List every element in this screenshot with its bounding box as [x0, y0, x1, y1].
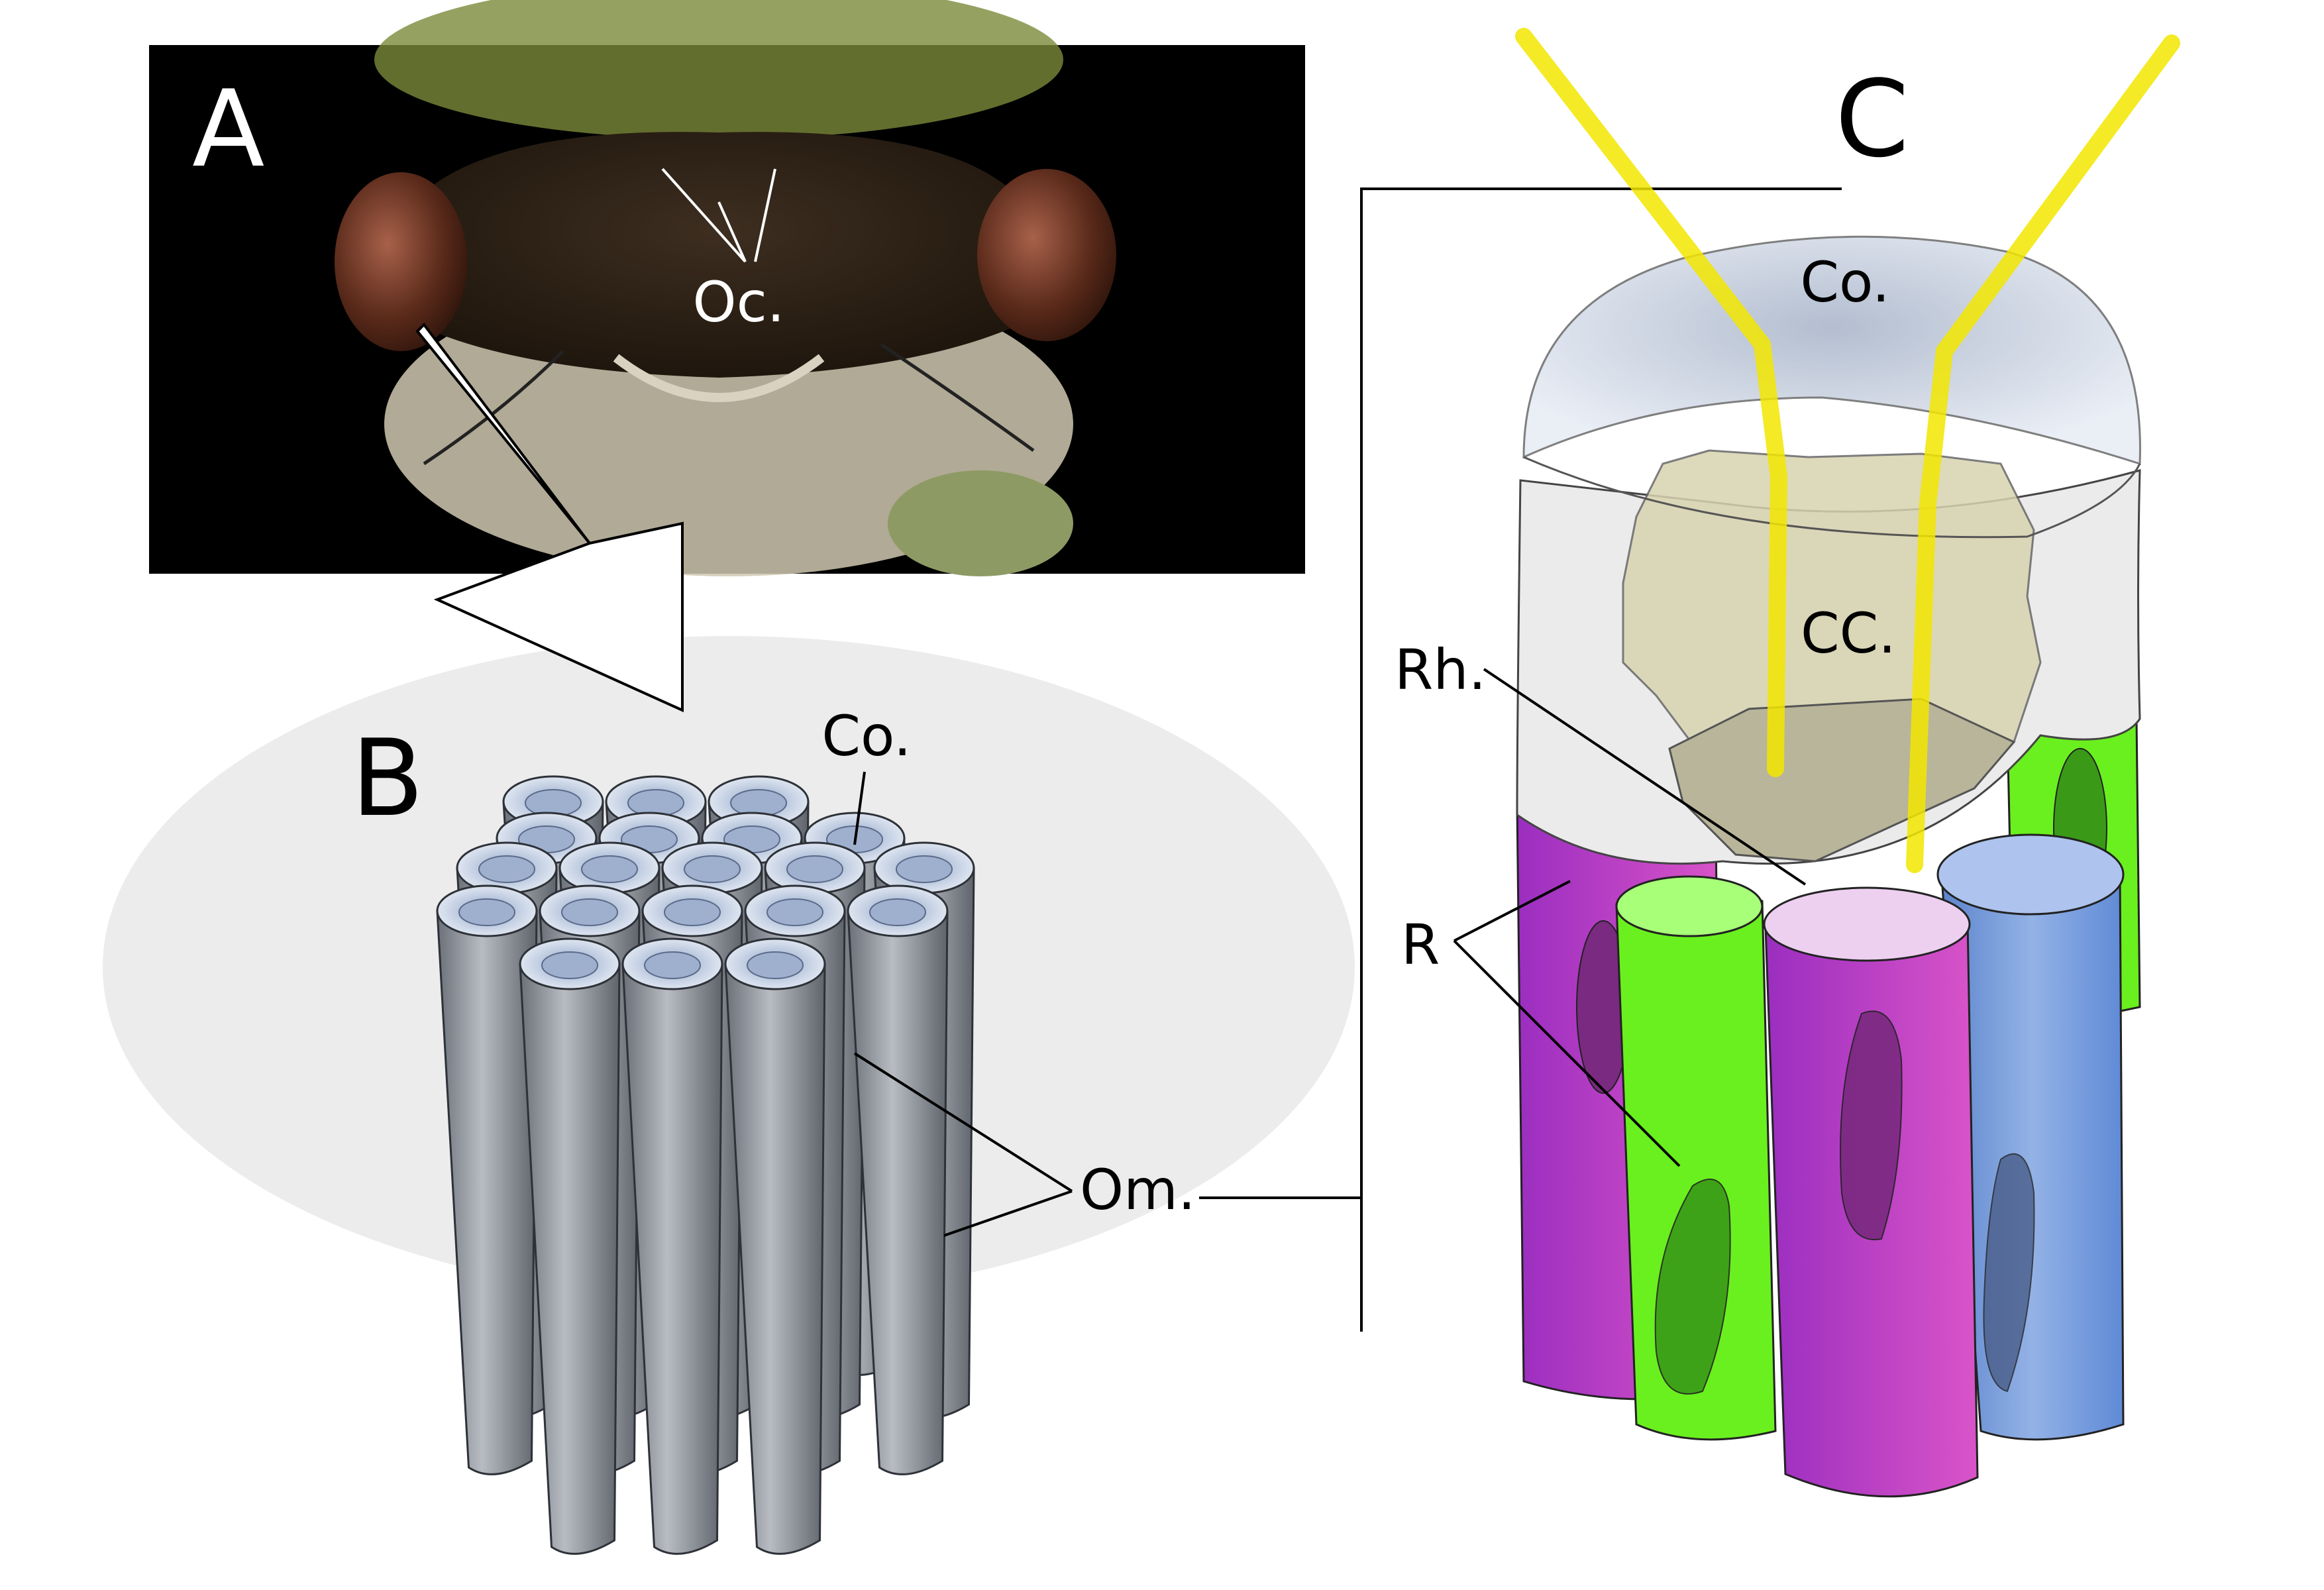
ommatidium-lens-center — [747, 951, 804, 979]
ommatidium-lens-center — [869, 898, 926, 926]
ocelli-line-3 — [754, 168, 776, 262]
ommatidium-tube — [436, 910, 538, 1475]
antenna-left — [423, 350, 564, 466]
ommatidia-label: Om. — [1080, 1157, 1196, 1222]
zoom-arrow-icon — [415, 322, 684, 713]
ommatidium-lens-center — [644, 951, 701, 979]
ommatidium-lens-center — [458, 898, 515, 926]
ommatidium-lens-center — [478, 855, 535, 883]
head-capsule — [404, 132, 1033, 378]
ommatidium-lens-center — [581, 855, 638, 883]
right-compound-eye — [977, 169, 1116, 341]
head-ridges — [613, 354, 825, 402]
ocelli-line-1 — [661, 168, 747, 263]
thorax-green — [374, 0, 1063, 139]
leg-green — [888, 470, 1073, 576]
left-compound-eye — [335, 172, 467, 351]
axon-left — [1515, 28, 1787, 777]
axon-right — [1906, 34, 2180, 873]
retinula-front-magenta-top — [1763, 886, 1971, 962]
ommatidium-tube — [621, 963, 723, 1555]
ommatidium-lens-center — [766, 898, 823, 926]
ommatidium-tube — [724, 963, 826, 1555]
panel-c-bracket — [1360, 187, 1842, 1332]
retinula-label: R — [1401, 912, 1440, 977]
ommatidium-lens-center — [786, 855, 843, 883]
nucleus-front-magenta — [1840, 1010, 1903, 1241]
ommatidium-detail — [1515, 28, 2180, 1498]
retinula-leader-2 — [1453, 939, 1681, 1167]
retinula-front-blue-top — [1936, 833, 2125, 916]
rhabdom-label: Rh. — [1395, 637, 1486, 702]
panel-b-letter: B — [351, 716, 424, 840]
retinula-leader-1 — [1453, 880, 1571, 942]
cornea-leader-b — [853, 771, 866, 845]
ommatidia-bundle — [436, 775, 975, 1555]
nucleus-front-green — [1654, 1179, 1731, 1395]
ommatidia-leader-2 — [943, 1190, 1073, 1237]
panel-a-letter: A — [192, 67, 264, 191]
rhabdom-leader — [1483, 668, 1807, 886]
ommatidium-lens-center — [896, 855, 953, 883]
ocelli-line-2 — [717, 201, 747, 262]
ocelli-label: Oc. — [692, 270, 784, 335]
ommatidium-tube — [847, 910, 949, 1475]
cornea-lower-rim — [1523, 456, 2141, 539]
ommatidium-lens-center — [561, 898, 618, 926]
retinula-front-green-top — [1615, 875, 1764, 937]
panel-c-letter: C — [1835, 57, 1909, 181]
panel-a: Oc. A — [149, 0, 1305, 576]
crystalline-cone-label: CC. — [1801, 601, 1896, 666]
ommatidium-lens-center — [684, 855, 741, 883]
nucleus-front-blue — [1983, 1153, 2035, 1393]
cornea-label-c: Co. — [1800, 250, 1889, 315]
ommatidium-tube — [519, 963, 621, 1555]
rhabdom-top — [1668, 698, 2016, 863]
ommatidium-lens-center — [541, 951, 598, 979]
ommatidia-leader-1 — [853, 1052, 1073, 1192]
cornea-label-b: Co. — [821, 704, 911, 768]
ommatidium-lens-center — [664, 898, 721, 926]
antenna-right — [880, 343, 1035, 452]
